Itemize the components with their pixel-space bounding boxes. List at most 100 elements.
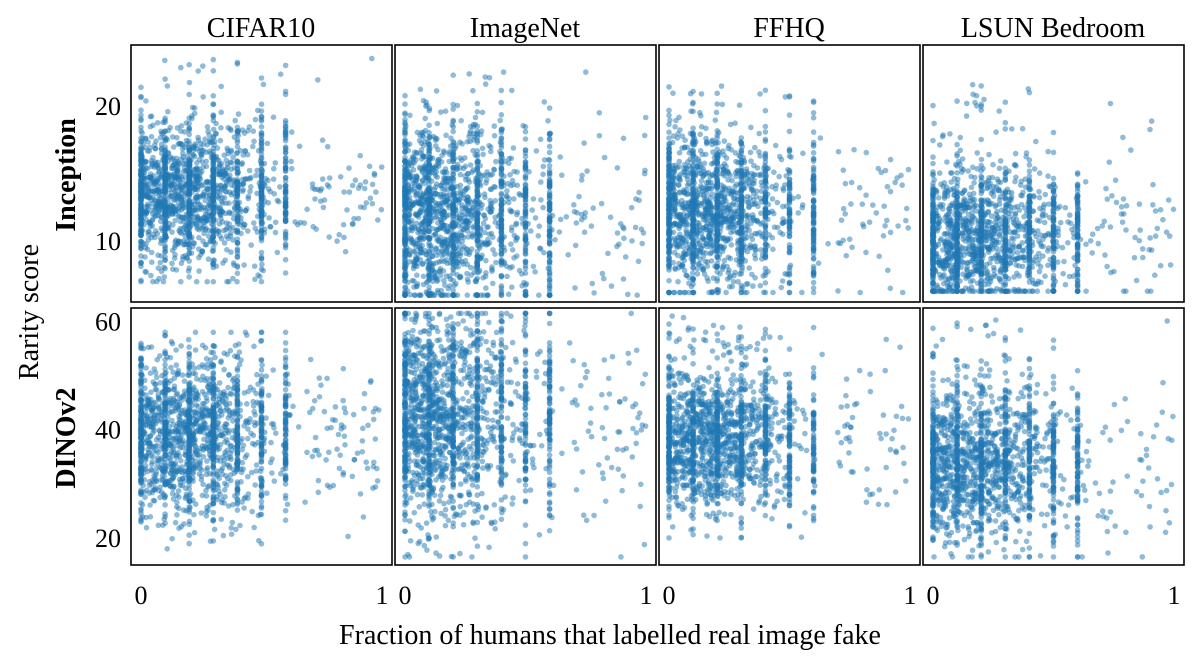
scatter-point <box>441 222 447 229</box>
scatter-point <box>148 133 155 140</box>
scatter-point <box>282 256 289 263</box>
scatter-point <box>159 183 166 189</box>
scatter-point <box>162 220 168 227</box>
scatter-point <box>426 122 432 129</box>
scatter-point <box>572 242 579 249</box>
scatter-point <box>221 227 227 234</box>
scatter-point <box>601 154 608 161</box>
scatter-point <box>479 145 486 152</box>
scatter-point <box>222 210 229 217</box>
scatter-point <box>407 160 413 166</box>
scatter-point <box>481 229 488 236</box>
scatter-point <box>228 166 234 173</box>
scatter-point <box>443 257 450 263</box>
scatter-point <box>439 169 446 175</box>
scatter-point <box>138 196 144 203</box>
scatter-point <box>186 79 193 86</box>
scatter-point <box>473 278 480 285</box>
scatter-point <box>738 232 745 239</box>
scatter-point <box>723 289 729 296</box>
scatter-point <box>418 147 425 153</box>
scatter-point <box>320 204 327 211</box>
scatter-point <box>230 154 236 161</box>
scatter-point <box>598 200 605 207</box>
scatter-point <box>473 291 480 298</box>
scatter-point <box>138 277 144 284</box>
scatter-point <box>780 203 786 210</box>
scatter-point <box>402 212 408 218</box>
scatter-point <box>202 136 208 142</box>
scatter-point <box>498 171 505 177</box>
scatter-point <box>721 161 728 167</box>
scatter-point <box>450 190 457 197</box>
scatter-point <box>434 136 440 142</box>
scatter-point <box>441 193 448 200</box>
scatter-point <box>183 188 189 195</box>
scatter-point <box>158 141 165 148</box>
scatter-point <box>420 273 427 280</box>
scatter-point <box>196 226 202 233</box>
scatter-point <box>223 188 230 195</box>
scatter-point <box>214 193 221 200</box>
scatter-point <box>754 231 760 237</box>
scatter-point <box>589 280 596 287</box>
scatter-point <box>588 223 595 229</box>
scatter-point <box>468 264 474 271</box>
scatter-point <box>205 256 212 262</box>
scatter-point <box>450 158 457 165</box>
scatter-point <box>426 107 433 114</box>
scatter-point <box>583 69 589 75</box>
scatter-point <box>546 191 553 198</box>
scatter-point <box>477 182 484 189</box>
scatter-point <box>692 154 699 161</box>
scatter-point <box>251 263 258 270</box>
scatter-point <box>230 275 236 282</box>
scatter-point <box>407 204 413 211</box>
scatter-point <box>319 137 326 143</box>
scatter-point <box>514 253 520 259</box>
scatter-point <box>632 224 639 231</box>
scatter-point <box>576 193 582 200</box>
scatter-point <box>180 150 186 157</box>
scatter-point <box>190 152 196 158</box>
scatter-point <box>450 243 457 250</box>
scatter-point <box>431 206 437 212</box>
scatter-point <box>463 177 469 183</box>
scatter-point <box>774 224 781 231</box>
scatter-point <box>810 289 817 296</box>
scatter-point <box>533 148 540 154</box>
scatter-point <box>186 161 192 167</box>
scatter-point <box>422 115 429 122</box>
scatter-point <box>177 229 183 235</box>
scatter-point <box>498 127 505 134</box>
scatter-point <box>506 155 512 162</box>
scatter-point <box>546 136 553 143</box>
scatter-point <box>581 140 587 146</box>
scatter-point <box>591 290 597 296</box>
scatter-point <box>851 146 857 153</box>
scatter-point <box>776 173 782 180</box>
scatter-point <box>467 138 473 145</box>
scatter-point <box>514 211 520 218</box>
scatter-point <box>473 175 479 182</box>
scatter-point <box>274 197 281 204</box>
scatter-point <box>438 182 444 189</box>
scatter-point <box>546 217 553 223</box>
scatter-point <box>825 240 831 247</box>
scatter-point <box>666 277 672 284</box>
scatter-point <box>177 239 184 245</box>
scatter-point <box>198 151 204 158</box>
scatter-point <box>174 134 180 141</box>
scatter-point <box>282 175 289 181</box>
scatter-point <box>403 166 410 173</box>
scatter-point <box>214 145 221 151</box>
scatter-point <box>171 255 178 261</box>
scatter-point <box>530 196 537 202</box>
scatter-point <box>509 87 515 94</box>
scatter-point <box>690 108 696 115</box>
scatter-point <box>546 292 553 299</box>
scatter-point <box>426 161 432 168</box>
scatter-point <box>361 204 367 211</box>
scatter-point <box>426 249 432 256</box>
scatter-point <box>234 254 241 261</box>
